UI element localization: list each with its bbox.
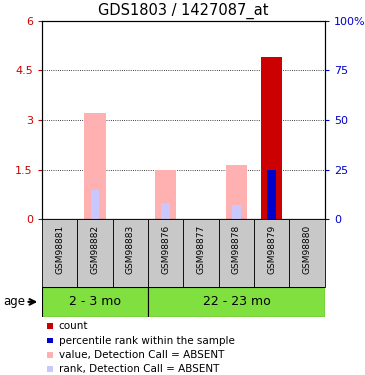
- Bar: [161, 204, 170, 219]
- Bar: [155, 170, 176, 219]
- Text: GSM98878: GSM98878: [232, 225, 241, 274]
- Bar: [183, 219, 219, 287]
- Bar: [254, 219, 289, 287]
- Text: rank, Detection Call = ABSENT: rank, Detection Call = ABSENT: [58, 364, 219, 374]
- Bar: [91, 190, 99, 219]
- Bar: [232, 206, 241, 219]
- Bar: [261, 57, 283, 219]
- Bar: [113, 219, 148, 287]
- Bar: [148, 287, 325, 317]
- Title: GDS1803 / 1427087_at: GDS1803 / 1427087_at: [98, 3, 269, 19]
- Text: age: age: [4, 296, 26, 308]
- Text: 22 - 23 mo: 22 - 23 mo: [203, 296, 270, 308]
- Bar: [77, 219, 113, 287]
- Text: GSM98882: GSM98882: [91, 225, 100, 274]
- Text: GSM98883: GSM98883: [126, 225, 135, 274]
- Bar: [84, 113, 105, 219]
- Bar: [148, 219, 183, 287]
- Bar: [42, 219, 77, 287]
- Bar: [219, 219, 254, 287]
- Text: count: count: [58, 321, 88, 331]
- Text: 2 - 3 mo: 2 - 3 mo: [69, 296, 121, 308]
- Text: GSM98881: GSM98881: [55, 225, 64, 274]
- Text: GSM98876: GSM98876: [161, 225, 170, 274]
- Bar: [289, 219, 325, 287]
- Text: value, Detection Call = ABSENT: value, Detection Call = ABSENT: [58, 350, 224, 360]
- Text: GSM98877: GSM98877: [197, 225, 205, 274]
- Text: GSM98879: GSM98879: [267, 225, 276, 274]
- Bar: [226, 165, 247, 219]
- Bar: [42, 287, 148, 317]
- Text: GSM98880: GSM98880: [303, 225, 312, 274]
- Bar: [268, 170, 276, 219]
- Text: percentile rank within the sample: percentile rank within the sample: [58, 336, 234, 345]
